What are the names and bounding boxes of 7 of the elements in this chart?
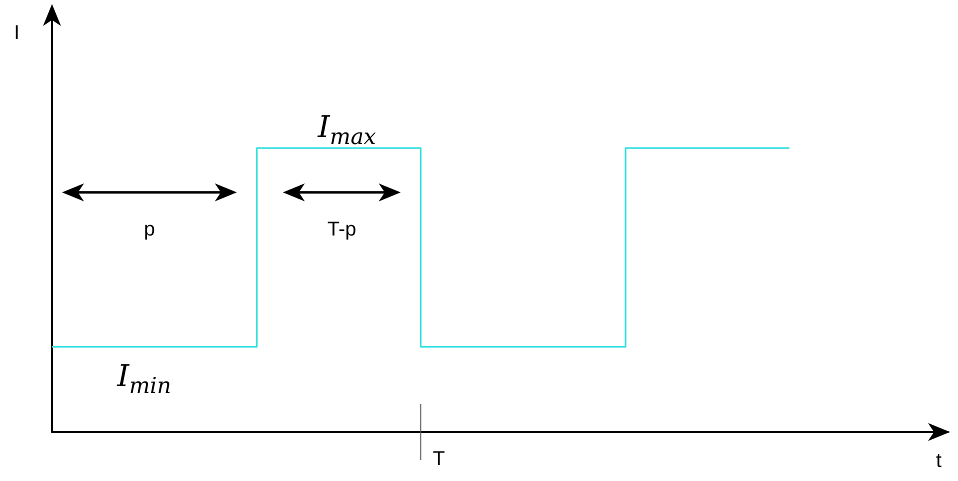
- annotation: T-p: [327, 218, 356, 242]
- text: I: [14, 22, 20, 45]
- annotation: I$_{min}$: [117, 358, 172, 399]
- annotation: I$_{max}$: [318, 110, 376, 150]
- text: T: [432, 448, 445, 471]
- text: t: [936, 450, 942, 473]
- annotation: p: [144, 218, 155, 242]
